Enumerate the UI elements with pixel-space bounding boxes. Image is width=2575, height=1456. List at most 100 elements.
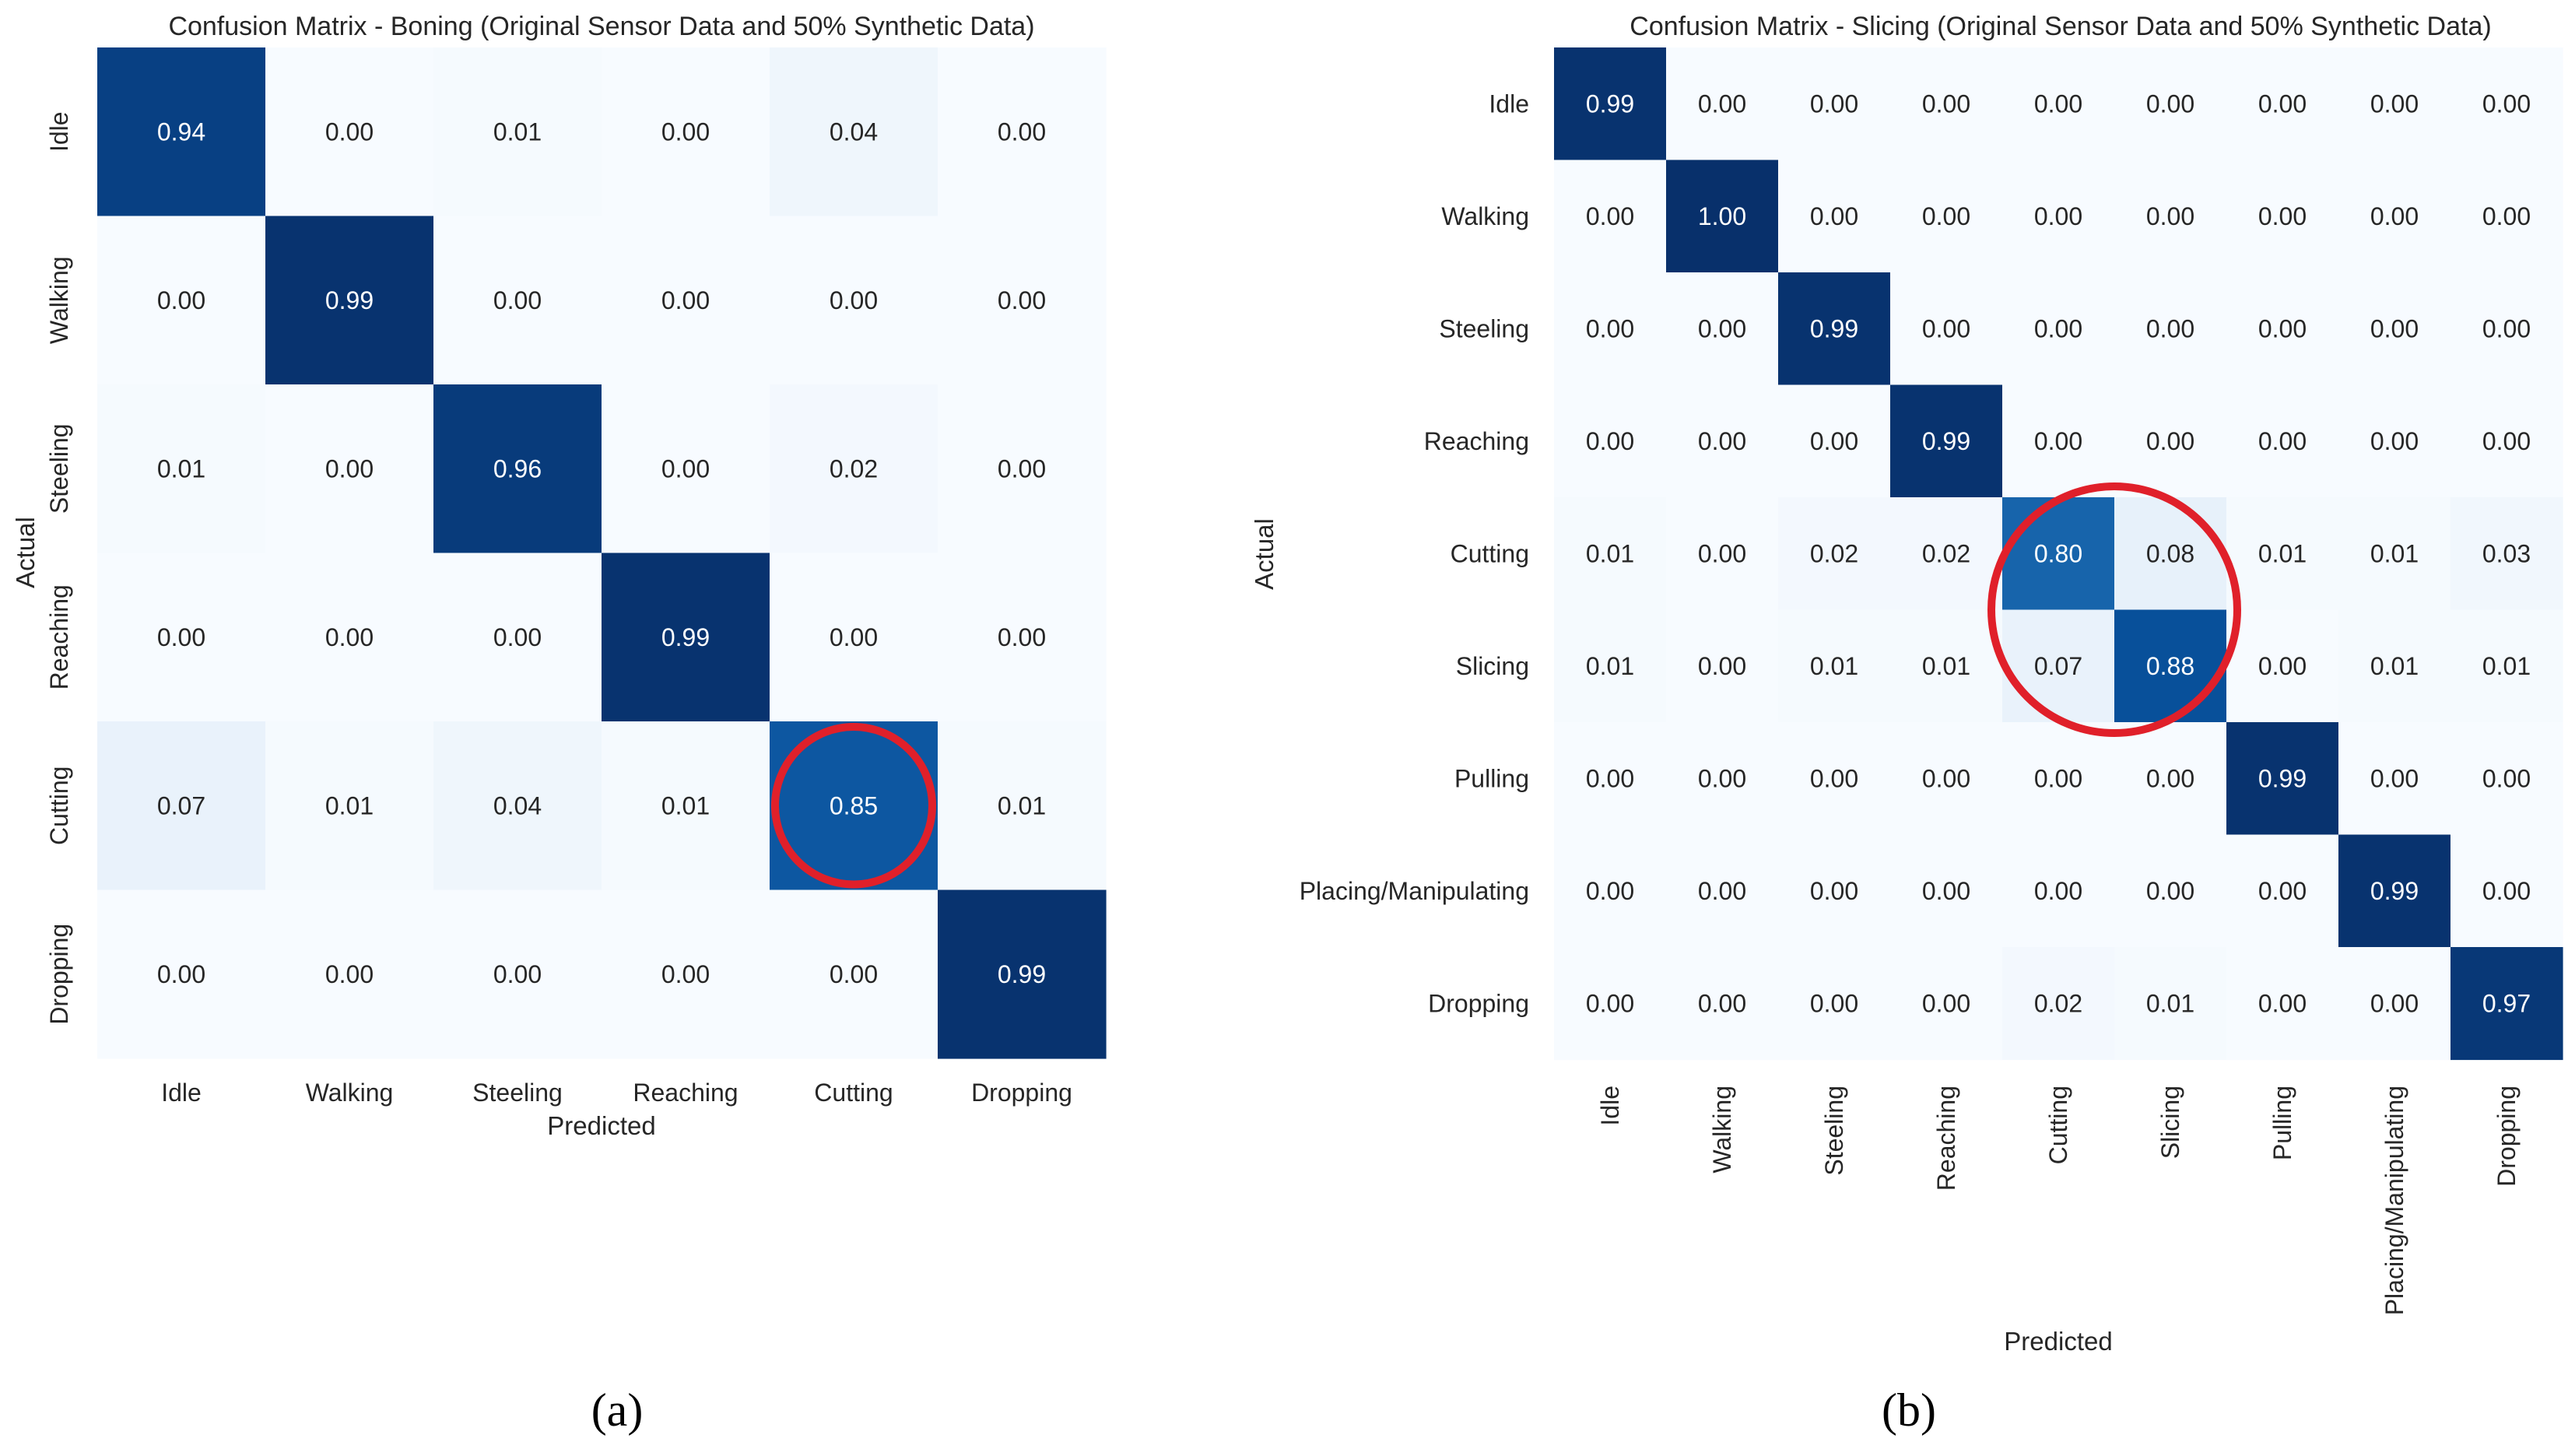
- cell-dropping-slicing: [2114, 947, 2227, 1061]
- x-tick-label: Reaching: [1932, 1086, 1960, 1191]
- cell-slicing-pulling: [2226, 609, 2339, 723]
- cell-reaching-idle: [1554, 384, 1667, 498]
- cell-pulling-cutting: [2002, 722, 2115, 836]
- panel-label: (a): [591, 1384, 644, 1436]
- cell-idle-pulling: [2226, 47, 2339, 161]
- cell-steeling-idle: [1554, 272, 1667, 386]
- cell-value: 0.00: [493, 286, 542, 314]
- cell-value: 0.00: [2258, 652, 2307, 680]
- cell-value: 1.00: [1698, 202, 1746, 230]
- cell-value: 0.99: [998, 960, 1046, 988]
- cell-value: 0.01: [661, 791, 710, 819]
- cell-value: 0.00: [1586, 877, 1634, 905]
- cell-steeling-idle: [97, 384, 266, 554]
- cell-slicing-idle: [1554, 609, 1667, 723]
- y-axis-label: Actual: [1250, 518, 1279, 590]
- x-tick-label: Pulling: [2268, 1086, 2296, 1160]
- cell-value: 0.00: [998, 623, 1046, 651]
- cell-pulling-placing-manipulating: [2338, 722, 2451, 836]
- heatmap-cells: 0.94 0.00 0.01 0.00 0.04 0.00 0.00 0.99 0.00 0.00…: [97, 47, 1107, 1059]
- cell-cutting-walking: [1666, 497, 1779, 611]
- cell-steeling-cutting: [2002, 272, 2115, 386]
- cell-value: 0.08: [2146, 539, 2194, 567]
- cell-value: 0.00: [2146, 877, 2194, 905]
- cell-value: 0.07: [2034, 652, 2082, 680]
- y-axis-label: Actual: [11, 517, 40, 588]
- cell-walking-reaching: [602, 216, 770, 385]
- cell-idle-idle: [97, 47, 266, 217]
- cell-steeling-cutting: [770, 384, 938, 554]
- cell-value: 0.00: [325, 454, 374, 482]
- cell-value: 0.01: [2370, 539, 2419, 567]
- cell-walking-reaching: [1890, 160, 2003, 273]
- cell-steeling-steeling: [1778, 272, 1891, 386]
- cell-walking-placing-manipulating: [2338, 160, 2451, 273]
- cell-value: 0.00: [2034, 202, 2082, 230]
- cell-steeling-reaching: [1890, 272, 2003, 386]
- cell-dropping-steeling: [433, 889, 602, 1059]
- cell-dropping-walking: [265, 889, 434, 1059]
- cell-value: 0.00: [2482, 314, 2531, 342]
- cell-value: 0.00: [2258, 427, 2307, 455]
- x-tick-label: Placing/Manipulating: [2380, 1086, 2408, 1315]
- cell-value: 0.97: [2482, 989, 2531, 1017]
- heatmap-cells: 0.99 0.00 0.00 0.00 0.00 0.00 0.00 0.00 0.00 0.00…: [1554, 47, 2563, 1061]
- cell-reaching-steeling: [433, 553, 602, 722]
- x-tick-label: Idle: [161, 1079, 202, 1107]
- cell-value: 0.00: [1810, 427, 1858, 455]
- cell-dropping-idle: [97, 889, 266, 1059]
- cell-value: 0.00: [998, 454, 1046, 482]
- cell-walking-walking: [1666, 160, 1779, 273]
- cell-reaching-walking: [1666, 384, 1779, 498]
- cell-pulling-steeling: [1778, 722, 1891, 836]
- cell-reaching-idle: [97, 553, 266, 722]
- chart-title: Confusion Matrix - Boning (Original Sens…: [168, 12, 1034, 41]
- cell-cutting-idle: [97, 721, 266, 891]
- cell-idle-idle: [1554, 47, 1667, 161]
- cell-value: 0.00: [2034, 427, 2082, 455]
- cell-value: 0.00: [325, 118, 374, 146]
- cell-value: 0.00: [1586, 202, 1634, 230]
- cell-dropping-walking: [1666, 947, 1779, 1061]
- cell-value: 0.00: [2146, 89, 2194, 118]
- cell-dropping-steeling: [1778, 947, 1891, 1061]
- cell-value: 0.00: [157, 960, 205, 988]
- cell-value: 0.00: [1586, 764, 1634, 792]
- y-tick-label: Reaching: [45, 584, 73, 689]
- cell-idle-reaching: [1890, 47, 2003, 161]
- cell-value: 0.04: [830, 118, 878, 146]
- x-tick-label: Dropping: [2493, 1086, 2521, 1187]
- cell-cutting-placing-manipulating: [2338, 497, 2451, 611]
- cell-idle-walking: [265, 47, 434, 217]
- cell-idle-cutting: [2002, 47, 2115, 161]
- y-tick-label: Dropping: [45, 924, 73, 1025]
- cell-steeling-pulling: [2226, 272, 2339, 386]
- cell-value: 0.00: [661, 118, 710, 146]
- cell-value: 0.99: [325, 286, 374, 314]
- cell-value: 0.01: [1586, 652, 1634, 680]
- cell-value: 0.00: [1698, 539, 1746, 567]
- cell-value: 0.00: [998, 286, 1046, 314]
- cell-value: 0.00: [1586, 314, 1634, 342]
- cell-value: 0.00: [2482, 877, 2531, 905]
- cell-steeling-placing-manipulating: [2338, 272, 2451, 386]
- cell-value: 0.02: [1922, 539, 1970, 567]
- cell-cutting-reaching: [602, 721, 770, 891]
- cell-steeling-slicing: [2114, 272, 2227, 386]
- cell-value: 0.00: [2370, 202, 2419, 230]
- cell-value: 0.00: [2370, 427, 2419, 455]
- cell-value: 0.00: [2370, 314, 2419, 342]
- cell-value: 0.00: [2146, 314, 2194, 342]
- cell-idle-reaching: [602, 47, 770, 217]
- cell-value: 0.00: [2258, 314, 2307, 342]
- x-tick-label: Walking: [1708, 1086, 1736, 1174]
- x-tick-label: Cutting: [2044, 1086, 2072, 1164]
- x-tick-label: Dropping: [971, 1079, 1072, 1107]
- cell-dropping-reaching: [1890, 947, 2003, 1061]
- confusion-matrix-slicing: Confusion Matrix - Slicing (Original Sen…: [1250, 12, 2563, 1436]
- cell-reaching-slicing: [2114, 384, 2227, 498]
- cell-value: 0.00: [1922, 202, 1970, 230]
- cell-walking-pulling: [2226, 160, 2339, 273]
- cell-value: 0.00: [1922, 89, 1970, 118]
